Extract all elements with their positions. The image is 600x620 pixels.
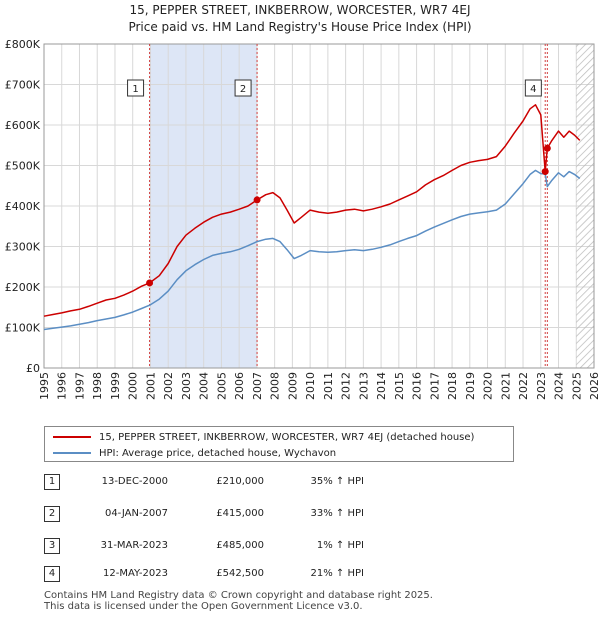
x-tick-label: 2000 [127,372,140,400]
sale-marker-box-frame [524,79,542,97]
x-tick-label: 2002 [162,372,175,400]
transaction-price: £210,000 [216,476,264,487]
transaction-hpi-change: 35% ↑ HPI [310,476,364,487]
x-tick-label: 2014 [375,372,388,400]
transaction-date: 13-DEC-2000 [101,476,168,487]
x-tick-label: 2021 [499,372,512,400]
x-tick-label: 2009 [286,372,299,400]
x-tick-label: 2018 [446,372,459,400]
sale-point [543,144,551,152]
sale-marker-label: 2 [240,84,246,95]
y-tick-label: £100K [5,322,41,335]
transaction-date: 04-JAN-2007 [104,508,168,519]
y-tick-label: £600K [5,119,41,132]
transaction-price: £542,500 [216,568,264,579]
transaction-number: 3 [44,538,60,554]
transaction-row: 2 04-JAN-2007 £415,000 33% ↑ HPI [44,505,464,525]
x-tick-label: 2004 [198,372,211,400]
footer-copyright: Contains HM Land Registry data © Crown c… [44,590,433,601]
y-tick-label: £400K [5,200,41,213]
x-tick-label: 2010 [304,372,317,400]
y-tick-label: £500K [5,160,41,173]
sale-marker-box: 1 [127,79,145,97]
x-tick-label: 1998 [91,372,104,400]
x-tick-label: 1997 [73,372,86,400]
chart-subtitle: Price paid vs. HM Land Registry's House … [128,20,472,34]
y-tick-label: £300K [5,241,41,254]
x-tick-label: 2011 [322,372,335,400]
y-tick-label: £700K [5,79,41,92]
series-line-property [43,104,581,317]
transaction-hpi-change: 21% ↑ HPI [310,568,364,579]
transaction-hpi-change: 1% ↑ HPI [316,540,364,551]
x-tick-label: 2016 [411,372,424,400]
legend: 15, PEPPER STREET, INKBERROW, WORCESTER,… [44,426,514,462]
transaction-date: 31-MAR-2023 [100,540,168,551]
x-tick-label: 2007 [251,372,264,400]
y-tick-label: £0 [26,362,40,375]
x-tick-label: 2005 [215,372,228,400]
plot-area-border [43,43,595,369]
legend-item-hpi: HPI: Average price, detached house, Wych… [53,446,336,460]
x-tick-label: 2017 [428,372,441,400]
price-chart: £0 £100K £200K £300K £400K £500K £600K £700K £80… [5,38,600,400]
y-tick-label: £800K [5,38,41,51]
x-tick-label: 2026 [588,372,600,400]
x-tick-label: 2008 [269,372,282,400]
sale-marker-label: 1 [132,84,138,95]
x-tick-label: 2012 [340,372,353,400]
x-tick-label: 1996 [56,372,69,400]
footer-licence: This data is licensed under the Open Gov… [44,601,363,612]
series-line-hpi [43,169,581,331]
transaction-row: 4 12-MAY-2023 £542,500 21% ↑ HPI [44,565,464,585]
transaction-price: £485,000 [216,540,264,551]
y-tick-label: £200K [5,281,41,294]
sale-marker-box: 4 [524,79,542,97]
sale-point [253,196,261,204]
x-tick-label: 2024 [553,372,566,400]
x-tick-label: 2015 [393,372,406,400]
legend-swatch-hpi [53,452,91,454]
chart-title-address: 15, PEPPER STREET, INKBERROW, WORCESTER,… [129,3,471,17]
x-tick-label: 2025 [570,372,583,400]
sale-marker-label: 4 [530,84,536,95]
x-tick-label: 2022 [517,372,530,400]
transaction-price: £415,000 [216,508,264,519]
legend-label-hpi: HPI: Average price, detached house, Wych… [99,447,337,459]
sale-marker-box-frame [234,79,252,97]
x-tick-label: 2003 [180,372,193,400]
sale-point [541,168,549,176]
transaction-hpi-change: 33% ↑ HPI [310,508,364,519]
sale-marker-box-frame [127,79,145,97]
x-tick-label: 2006 [233,372,246,400]
forecast-hatch-region [576,44,594,368]
sale-point [146,279,154,287]
x-tick-label: 1995 [38,372,51,400]
transaction-row: 3 31-MAR-2023 £485,000 1% ↑ HPI [44,537,464,557]
x-tick-label: 1999 [109,372,122,400]
transaction-row: 1 13-DEC-2000 £210,000 35% ↑ HPI [44,473,464,493]
transaction-number: 1 [44,474,60,490]
sale-marker-box: 2 [234,79,252,97]
x-tick-label: 2013 [357,372,370,400]
legend-item-property: 15, PEPPER STREET, INKBERROW, WORCESTER,… [53,430,474,444]
transaction-number: 4 [44,566,60,582]
transaction-date: 12-MAY-2023 [102,568,168,579]
legend-label-property: 15, PEPPER STREET, INKBERROW, WORCESTER,… [99,431,475,443]
x-tick-label: 2023 [535,372,548,400]
x-tick-label: 2020 [482,372,495,400]
x-tick-label: 2019 [464,372,477,400]
x-tick-label: 2001 [144,372,157,400]
transaction-number: 2 [44,506,60,522]
legend-swatch-property [53,436,91,438]
footer-attribution: Contains HM Land Registry data © Crown c… [44,590,433,612]
